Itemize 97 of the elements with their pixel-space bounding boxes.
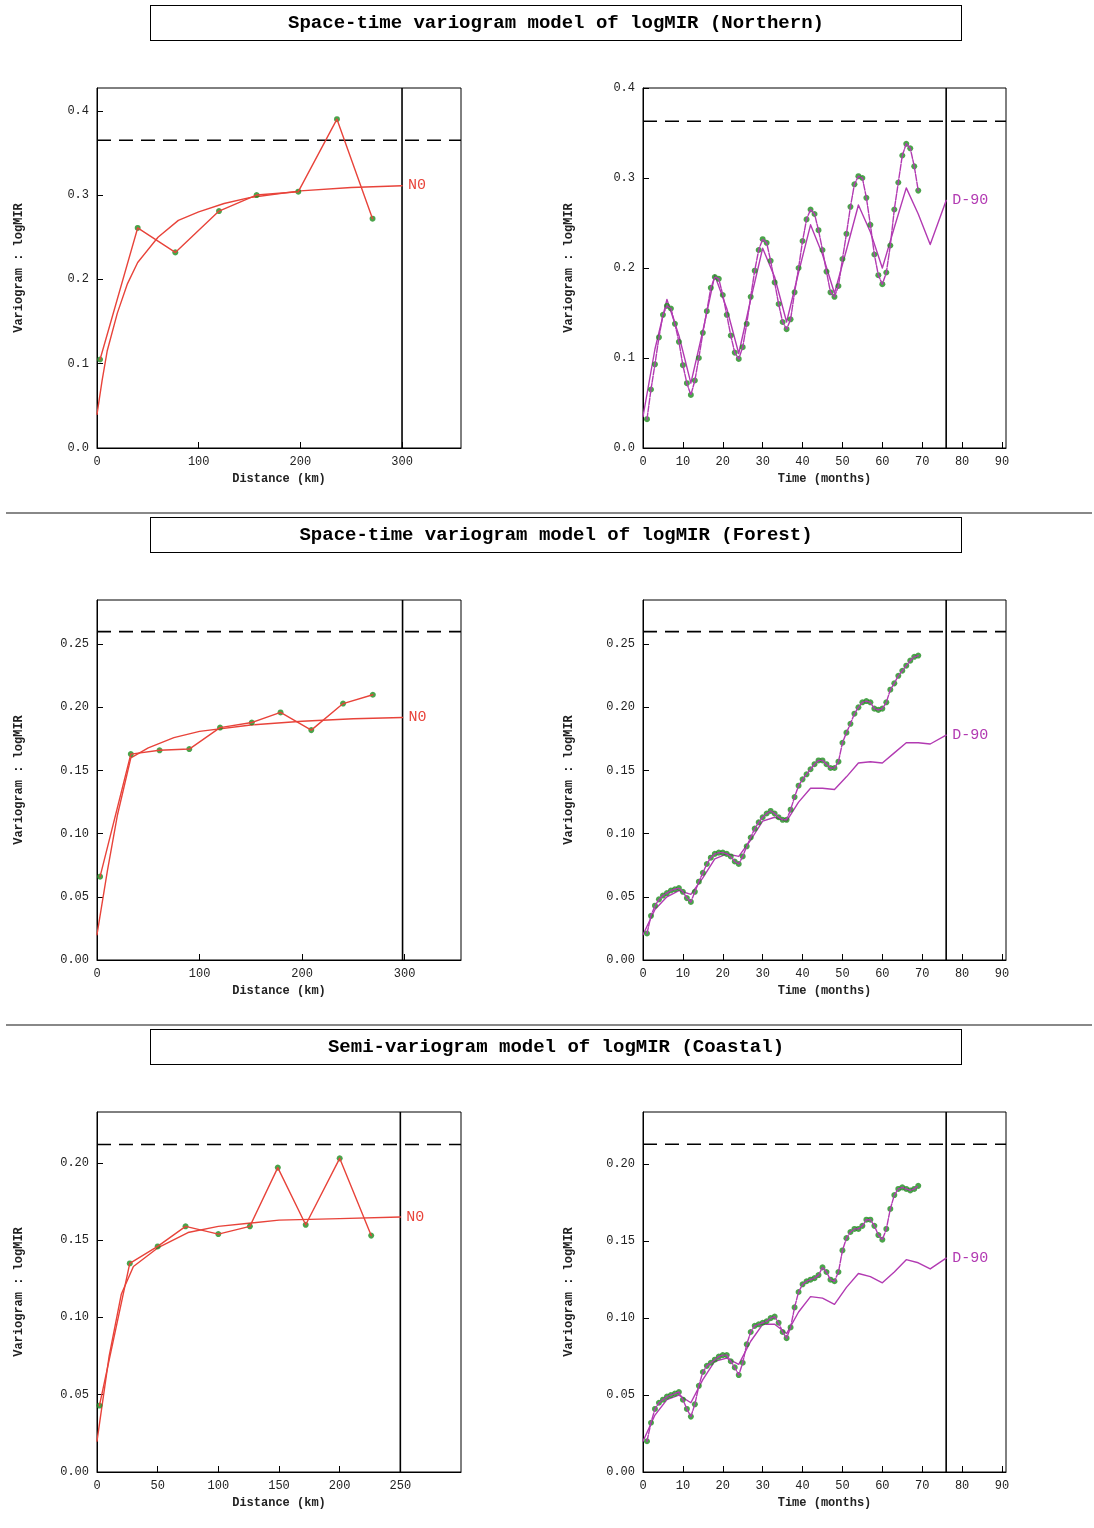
x-tick-label: 80 (954, 455, 970, 469)
y-tick-label: 0.00 (60, 1465, 89, 1479)
x-tick-label: 150 (268, 1479, 290, 1493)
y-tick-label: 0.00 (606, 953, 635, 967)
y-axis-title: Variogram : logMIR (562, 1226, 576, 1357)
series-label: N0 (408, 177, 427, 195)
y-axis-title: Variogram : logMIR (12, 714, 26, 845)
y-axis-title: Variogram : logMIR (562, 714, 576, 845)
x-tick-label: 70 (915, 1479, 930, 1493)
text: Space-time variogram model of logMIR (Northern) (150, 5, 962, 41)
y-tick-label: 0.1 (613, 351, 635, 365)
text: Semi-variogram model of logMIR (Coastal) (150, 1029, 962, 1065)
x-tick-label: 100 (207, 1479, 230, 1493)
x-tick-label: 50 (835, 455, 850, 469)
y-tick-label: 0.10 (606, 826, 635, 841)
x-tick-label: 90 (994, 455, 1010, 469)
series-label: N0 (406, 1208, 425, 1226)
y-tick-label: 0.05 (606, 889, 635, 904)
x-tick-label: 60 (875, 967, 890, 981)
x-tick-label: 80 (954, 967, 970, 981)
x-tick-label: 90 (994, 1479, 1010, 1493)
x-tick-label: 250 (389, 1479, 412, 1493)
y-tick-label: 0.10 (60, 826, 89, 841)
x-tick-label: 40 (795, 967, 810, 981)
x-tick-label: 60 (875, 455, 890, 469)
x-tick-label: 200 (289, 455, 312, 469)
y-tick-label: 0.05 (60, 1387, 89, 1402)
x-tick-label: 200 (328, 1479, 351, 1493)
y-tick-label: 0.20 (60, 700, 89, 715)
x-tick-label: 10 (675, 967, 691, 981)
y-tick-label: 0.10 (606, 1311, 635, 1326)
series-label: D-90 (952, 1249, 989, 1267)
x-tick-label: 30 (755, 455, 770, 469)
y-tick-label: 0.20 (60, 1155, 89, 1170)
x-tick-label: 50 (835, 967, 850, 981)
x-tick-label: 0 (639, 967, 647, 981)
y-tick-label: 0.4 (67, 103, 89, 118)
y-axis-title: Variogram : logMIR (562, 202, 576, 333)
y-tick-label: 0.20 (606, 1157, 635, 1172)
series-label: N0 (408, 708, 427, 726)
x-axis-title: Time (months) (777, 1495, 872, 1510)
x-tick-label: 20 (715, 455, 730, 469)
x-axis-title: Time (months) (777, 471, 872, 486)
x-tick-label: 100 (188, 967, 211, 981)
y-tick-label: 0.3 (67, 188, 89, 203)
x-tick-label: 300 (393, 967, 416, 981)
x-tick-label: 100 (187, 455, 210, 469)
x-tick-label: 20 (715, 967, 730, 981)
y-tick-label: 0.0 (613, 441, 635, 455)
x-tick-label: 80 (954, 1479, 970, 1493)
x-tick-label: 50 (835, 1479, 850, 1493)
x-tick-label: 0 (639, 1479, 647, 1493)
series-label: D-90 (952, 192, 989, 209)
x-tick-label: 50 (150, 1479, 165, 1493)
y-axis-title: Variogram : logMIR (12, 1226, 26, 1357)
x-axis-title: Distance (km) (232, 1495, 326, 1510)
x-tick-label: 70 (915, 455, 930, 469)
y-tick-label: 0.00 (60, 953, 89, 967)
y-tick-label: 0.05 (60, 889, 89, 904)
y-tick-label: 0.05 (606, 1388, 635, 1403)
y-axis-title: Variogram : logMIR (12, 202, 26, 333)
x-axis-title: Distance (km) (232, 983, 326, 998)
x-tick-label: 30 (755, 967, 770, 981)
y-tick-label: 0.1 (67, 356, 89, 371)
text: Space-time variogram model of logMIR (Forest) (150, 517, 962, 553)
y-tick-label: 0.15 (60, 763, 89, 778)
x-tick-label: 0 (93, 455, 101, 469)
x-tick-label: 200 (291, 967, 313, 981)
y-tick-label: 0.4 (613, 81, 635, 95)
y-tick-label: 0.25 (60, 637, 89, 652)
x-tick-label: 300 (391, 455, 413, 469)
x-tick-label: 90 (994, 967, 1010, 981)
y-tick-label: 0.3 (613, 171, 635, 185)
y-tick-label: 0.20 (606, 700, 635, 715)
y-tick-label: 0.15 (606, 763, 635, 778)
series-label: D-90 (952, 726, 989, 744)
y-tick-label: 0.2 (613, 261, 635, 275)
y-tick-label: 0.10 (60, 1310, 89, 1325)
x-tick-label: 20 (715, 1479, 730, 1493)
x-tick-label: 10 (675, 1479, 691, 1493)
y-tick-label: 0.15 (60, 1233, 89, 1248)
x-tick-label: 40 (795, 455, 810, 469)
y-tick-label: 0.00 (606, 1465, 635, 1479)
x-tick-label: 0 (93, 967, 101, 981)
y-tick-label: 0.15 (606, 1234, 635, 1249)
x-tick-label: 30 (755, 1479, 770, 1493)
x-tick-label: 60 (875, 1479, 890, 1493)
y-tick-label: 0.0 (67, 441, 89, 455)
x-tick-label: 70 (915, 967, 930, 981)
x-tick-label: 0 (639, 455, 647, 469)
x-axis-title: Distance (km) (232, 471, 326, 486)
y-tick-label: 0.2 (67, 272, 89, 287)
x-tick-label: 10 (675, 455, 691, 469)
x-axis-title: Time (months) (777, 983, 872, 998)
x-tick-label: 40 (795, 1479, 810, 1493)
x-tick-label: 0 (93, 1479, 101, 1493)
y-tick-label: 0.25 (606, 637, 635, 652)
